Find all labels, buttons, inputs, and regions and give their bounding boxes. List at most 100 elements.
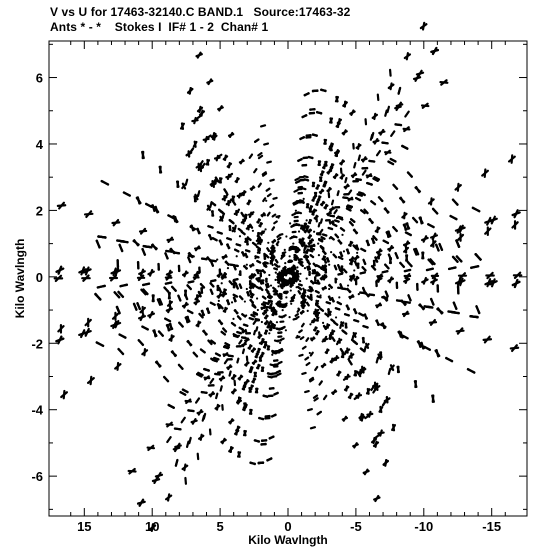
uv-sample [356,392,361,399]
uv-sample [210,279,217,283]
uv-sample [220,330,227,336]
uv-sample [253,371,258,378]
uv-sample [361,286,366,294]
uv-sample [284,329,287,332]
uv-sample [368,410,372,418]
uv-sample [144,245,153,249]
uv-sample [84,327,90,337]
uv-sample [319,188,324,195]
uv-sample [218,287,223,294]
uv-sample [308,234,312,240]
x-tick-label: -5 [350,519,362,534]
uv-sample [210,201,217,207]
uv-sample [346,284,350,287]
uv-sample [183,301,188,309]
uv-sample [298,199,305,203]
uv-sample [209,282,215,288]
uv-sample [372,259,376,267]
uv-sample [281,251,287,255]
uv-sample [243,402,247,409]
uv-sample [222,352,229,358]
uv-sample [325,257,330,263]
uv-sample [215,403,219,411]
uv-sample [414,186,422,193]
uv-sample [309,247,316,251]
x-tick-label: 0 [284,519,291,534]
uv-sample [316,410,322,416]
uv-sample [319,307,325,312]
uv-sample [263,142,270,146]
uv-sample [395,103,401,112]
uv-sample [269,325,273,331]
uv-sample [236,315,242,321]
uv-sample [348,221,354,227]
uv-sample [397,330,403,338]
uv-sample [231,226,236,233]
uv-sample [382,239,390,244]
uv-sample [180,122,185,130]
uv-sample [198,312,204,319]
uv-sample [255,245,261,250]
uv-sample [407,294,412,302]
uv-sample [183,463,187,472]
uv-sample [116,361,120,371]
uv-sample [418,304,426,310]
uv-sample [273,289,279,293]
uv-sample [84,266,90,276]
uv-sample [357,293,360,296]
uv-sample [348,359,353,366]
uv-sample [260,279,265,285]
uv-sample [387,367,392,376]
uv-sample [397,86,402,95]
uv-sample [231,195,235,202]
uv-sample [363,208,369,215]
uv-sample [346,205,353,209]
uv-sample [309,280,315,285]
uv-sample [192,351,199,358]
uv-sample [345,385,349,392]
uv-sample [136,302,142,311]
uv-sample [117,348,125,356]
uv-sample [294,209,298,212]
uv-sample [455,255,463,263]
uv-sample [228,225,232,232]
uv-sample [235,284,239,290]
uv-sample [222,254,227,260]
uv-sample [374,440,378,448]
uv-sample [274,271,277,274]
uv-sample [62,389,66,400]
uv-sample [309,426,317,430]
uv-sample [200,162,206,169]
uv-sample [381,269,389,274]
uv-sample [227,162,231,169]
uv-sample [307,156,314,159]
uv-sample [274,310,278,316]
uv-sample [301,242,305,248]
uv-sample [253,329,257,336]
uv-sample [286,268,290,271]
uv-sample [184,476,188,485]
uv-sample [271,306,275,312]
uv-sample [116,259,120,269]
uv-sample [251,304,257,309]
uv-sample [339,348,345,354]
uv-sample [137,274,145,282]
uv-sample [226,244,229,247]
uv-sample [306,408,313,412]
uv-sample [308,111,316,115]
uv-sample [285,235,288,238]
uv-sample [483,168,487,178]
uv-sample [308,270,311,276]
uv-sample [447,266,457,271]
uv-sample [229,219,235,225]
uv-sample [257,154,264,160]
uv-sample [327,308,331,314]
uv-sample [379,128,385,136]
uv-sample [325,348,329,355]
uv-sample [357,154,361,162]
uv-sample [300,322,305,328]
uv-sample [143,348,147,357]
uv-sample [164,281,173,285]
uv-sample [167,291,171,300]
uv-sample [154,361,162,368]
